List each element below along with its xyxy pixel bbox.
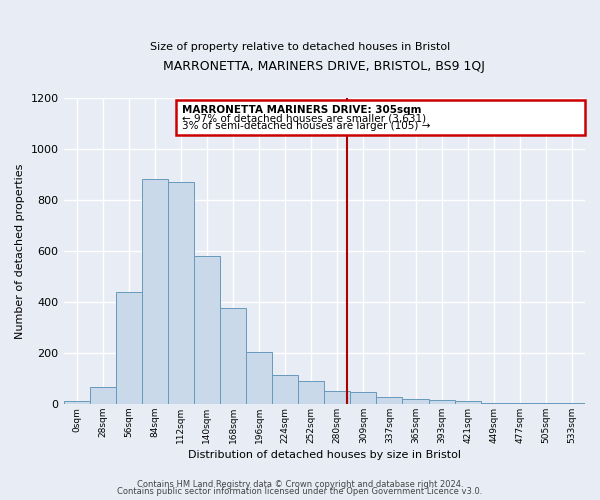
Bar	[350, 392, 376, 404]
Bar	[194, 256, 220, 404]
Bar	[324, 391, 350, 404]
Bar	[481, 402, 507, 404]
Bar	[507, 402, 533, 404]
Bar	[428, 400, 455, 404]
Bar	[455, 402, 481, 404]
Bar	[142, 180, 168, 404]
Bar	[220, 308, 246, 404]
Bar	[403, 400, 428, 404]
Bar	[533, 402, 559, 404]
Bar	[272, 374, 298, 404]
Bar	[298, 381, 324, 404]
Text: Size of property relative to detached houses in Bristol: Size of property relative to detached ho…	[150, 42, 450, 52]
Bar	[89, 388, 116, 404]
Text: 3% of semi-detached houses are larger (105) →: 3% of semi-detached houses are larger (1…	[182, 120, 431, 130]
Bar	[376, 397, 403, 404]
Title: MARRONETTA, MARINERS DRIVE, BRISTOL, BS9 1QJ: MARRONETTA, MARINERS DRIVE, BRISTOL, BS9…	[163, 60, 485, 73]
Bar	[64, 402, 89, 404]
Y-axis label: Number of detached properties: Number of detached properties	[15, 163, 25, 338]
Text: MARRONETTA MARINERS DRIVE: 305sqm: MARRONETTA MARINERS DRIVE: 305sqm	[182, 105, 422, 115]
Bar	[559, 402, 585, 404]
Text: ← 97% of detached houses are smaller (3,631): ← 97% of detached houses are smaller (3,…	[182, 113, 426, 123]
Bar	[116, 292, 142, 404]
Bar	[246, 352, 272, 404]
Bar	[168, 182, 194, 404]
X-axis label: Distribution of detached houses by size in Bristol: Distribution of detached houses by size …	[188, 450, 461, 460]
FancyBboxPatch shape	[176, 100, 585, 135]
Text: Contains HM Land Registry data © Crown copyright and database right 2024.: Contains HM Land Registry data © Crown c…	[137, 480, 463, 489]
Text: Contains public sector information licensed under the Open Government Licence v3: Contains public sector information licen…	[118, 487, 482, 496]
